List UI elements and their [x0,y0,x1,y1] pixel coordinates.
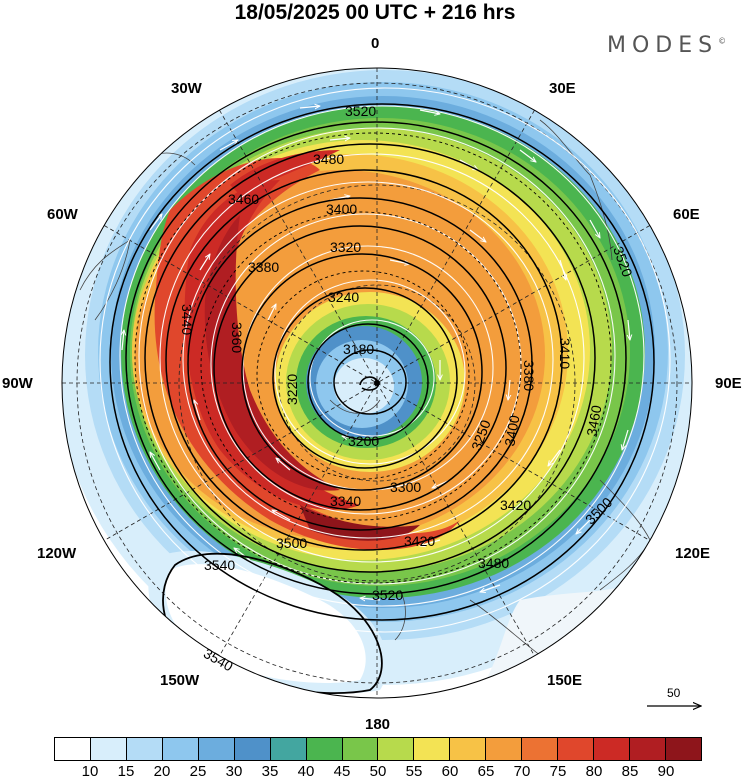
contour-label: 3320 [330,239,361,255]
colorbar-tick-label: 40 [297,763,315,780]
map-title: 18/05/2025 00 UTC + 216 hrs [234,1,516,24]
dashed-contours [134,132,612,584]
contour-label: 3520 [372,587,403,603]
colorbar-tick-label: 80 [585,763,603,780]
colorbar-swatch [270,738,307,760]
lon-label-90e: 90E [715,375,742,392]
colorbar-swatch [90,738,127,760]
contour-label: 3540 [204,557,235,573]
contour-label: 3180 [343,341,374,357]
colorbar-tick-label: 65 [477,763,495,780]
colorbar-tick-label: 75 [549,763,567,780]
colorbar-ticks: 10 15 20 25 30 35 40 45 50 55 60 65 70 75 80 85 90 [0,762,750,782]
contour-label: 3200 [348,433,379,449]
colorbar [54,737,702,761]
contour-label: 3400 [501,414,522,448]
contour-label: 3440 [179,304,195,335]
contour-label: 3420 [500,497,531,513]
contour-label: 3240 [328,289,359,305]
modes-logo: MODES© [607,33,726,58]
lon-label-60e: 60E [673,206,700,223]
lon-label-30w: 30W [171,80,202,97]
lon-label-0: 0 [371,35,380,52]
lon-label-180: 180 [365,716,391,733]
contour-label: 3460 [583,404,604,438]
colorbar-tick-label: 30 [225,763,243,780]
colorbar-tick-label: 90 [657,763,675,780]
colorbar-tick-label: 45 [333,763,351,780]
lon-label-30e: 30E [549,80,576,97]
colorbar-swatch [450,738,487,760]
brand-mark: © [718,36,727,46]
colorbar-tick-label: 50 [369,763,387,780]
colorbar-tick-label: 55 [405,763,423,780]
colorbar-swatch [630,738,666,760]
brand-text: MODES [607,33,719,58]
colorbar-swatch [414,738,451,760]
colorbar-tick-label: 70 [513,763,531,780]
colorbar-swatch [306,738,343,760]
colorbar-tick-label: 35 [261,763,279,780]
contour-label: 3410 [557,338,573,369]
colorbar-tick-label: 15 [117,763,135,780]
contour-label: 3400 [326,201,357,217]
contour-label: 3480 [478,555,509,571]
colorbar-tick-label: 60 [441,763,459,780]
reference-vector-label: 50 [667,686,681,700]
colorbar-swatch [665,738,701,760]
colorbar-swatch [162,738,199,760]
colorbar-tick-label: 85 [621,763,639,780]
lon-label-120e: 120E [675,545,711,562]
colorbar-swatch [55,738,91,760]
colorbar-tick-label: 10 [81,763,99,780]
lon-label-150e: 150E [547,672,583,689]
colorbar-swatch [486,738,523,760]
colorbar-swatch [126,738,163,760]
lon-label-120w: 120W [37,545,77,562]
colorbar-swatch [594,738,630,760]
contour-label: 3300 [390,479,421,495]
contour-label: 3360 [229,322,245,353]
colorbar-swatch [558,738,595,760]
contour-label: 3380 [248,259,279,275]
colorbar-tick-label: 20 [153,763,171,780]
colorbar-swatch [342,738,379,760]
colorbar-swatch [198,738,235,760]
reference-arrow-icon [647,686,705,716]
map-border [61,67,693,699]
low-center-contour [359,376,379,391]
lon-label-60w: 60W [47,206,78,223]
contour-label: 3340 [330,493,361,509]
lon-label-90w: 90W [2,375,33,392]
contour-label: 3420 [404,533,435,549]
contour-label: 3520 [345,103,376,119]
contour-label: 3460 [228,191,259,207]
colorbar-swatch [378,738,415,760]
polar-map: 3520 3480 3460 3400 3380 3320 3240 3180 … [61,67,693,699]
colorbar-swatch [522,738,559,760]
contour-label: 3220 [284,374,300,405]
colorbar-swatch [234,738,271,760]
contour-label: 3380 [521,360,537,391]
height-contours [109,103,655,694]
contour-label: 3480 [313,151,344,167]
lon-label-150w: 150W [160,672,200,689]
colorbar-tick-label: 25 [189,763,207,780]
contour-label: 3500 [276,535,307,551]
reference-vector: 50 [645,686,705,716]
